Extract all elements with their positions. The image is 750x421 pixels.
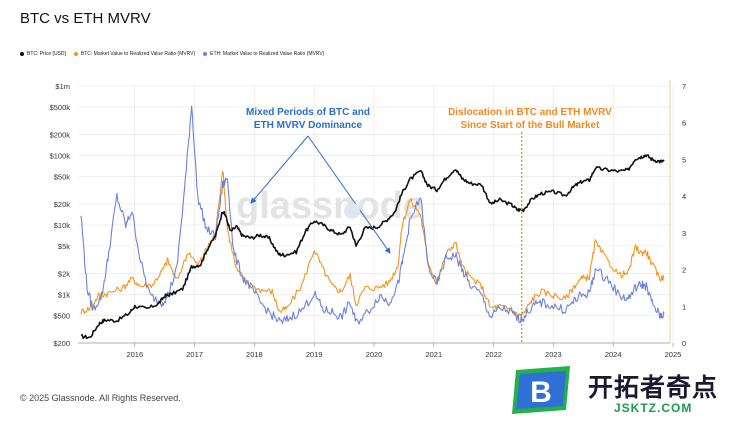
y-left-tick-label: $10k bbox=[54, 221, 71, 230]
y-right-tick-label: 5 bbox=[682, 155, 686, 164]
watermark-badge-icon bbox=[344, 203, 360, 219]
legend-dot-eth-mvrv bbox=[203, 52, 208, 56]
brand-b-icon: B bbox=[512, 366, 570, 414]
legend-item-btc-mvrv: BTC: Market Value to Realized Value Rati… bbox=[73, 51, 196, 57]
x-tick-label: 2017 bbox=[186, 350, 203, 359]
x-tick-label: 2021 bbox=[425, 350, 442, 359]
x-tick-label: 2018 bbox=[246, 350, 263, 359]
legend-label-btc-price: BTC: Price [USD] bbox=[27, 51, 66, 57]
x-tick-label: 2019 bbox=[306, 350, 323, 359]
series-line-btc-mvrv bbox=[80, 171, 665, 318]
chart-title: BTC vs ETH MVRV bbox=[20, 10, 151, 27]
brand-name-cn: 开拓者奇点 bbox=[588, 373, 719, 402]
y-left-tick-label: $200k bbox=[50, 131, 71, 140]
y-left-tick-label: $1m bbox=[55, 82, 70, 91]
glassnode-watermark: glassnode bbox=[236, 185, 424, 227]
x-tick-label: 2020 bbox=[366, 350, 383, 359]
y-left-tick-label: $5k bbox=[58, 242, 70, 251]
legend-item-eth-mvrv: ETH: Market Value to Realized Value Rati… bbox=[203, 51, 324, 57]
y-right-tick-label: 4 bbox=[682, 192, 686, 201]
x-tick-label: 2024 bbox=[605, 350, 622, 359]
annotation-arrow-right bbox=[307, 135, 391, 254]
y-right-tick-label: 0 bbox=[682, 339, 686, 348]
y-right-tick-label: 6 bbox=[682, 119, 686, 128]
axes: $200 $500 $1k $2k $5k $10k $20k $50k $100k $200k $… bbox=[50, 80, 686, 359]
y-left-tick-label: $2k bbox=[58, 270, 70, 279]
series-lines bbox=[80, 105, 665, 340]
y-right-tick-label: 1 bbox=[682, 302, 686, 311]
legend-label-btc-mvrv: BTC: Market Value to Realized Value Rati… bbox=[80, 51, 196, 57]
y-left-tick-label: $1k bbox=[58, 290, 70, 299]
y-left-tick-label: $500 bbox=[53, 311, 70, 320]
annotation-arrow-left bbox=[250, 135, 309, 204]
y-left-tick-label: $200 bbox=[53, 339, 70, 348]
brand-logo-letter: B bbox=[530, 376, 552, 409]
y-right-tick-label: 2 bbox=[682, 266, 686, 275]
annotation-orange-text: Since Start of the Bull Market bbox=[461, 120, 601, 131]
brand-logo: B 开拓者奇点 JSKTZ.COM bbox=[512, 364, 750, 421]
annotation-blue-text: Mixed Periods of BTC and bbox=[246, 107, 370, 118]
legend-item-btc-price: BTC: Price [USD] bbox=[20, 51, 66, 57]
annotations: Mixed Periods of BTC and ETH MVRV Dominan… bbox=[246, 107, 612, 343]
annotation-blue-text: ETH MVRV Dominance bbox=[254, 120, 363, 131]
y-left-tick-label: $50k bbox=[54, 172, 71, 181]
annotation-orange-text: Dislocation in BTC and ETH MVRV bbox=[448, 107, 612, 118]
legend-label-eth-mvrv: ETH: Market Value to Realized Value Rati… bbox=[210, 51, 325, 57]
copyright-text: © 2025 Glassnode. All Rights Reserved. bbox=[20, 393, 181, 403]
legend-dot-btc-price bbox=[20, 52, 24, 56]
legend-dot-btc-mvrv bbox=[73, 52, 78, 56]
y-left-tick-label: $100k bbox=[50, 151, 71, 160]
x-tick-label: 2023 bbox=[545, 350, 562, 359]
x-tick-label: 2016 bbox=[126, 350, 143, 359]
y-left-tick-label: $20k bbox=[54, 200, 71, 209]
series-line-btc-price bbox=[81, 154, 665, 340]
grid-lines bbox=[78, 85, 674, 344]
y-right-tick-label: 7 bbox=[682, 82, 686, 91]
y-left-tick-label: $500k bbox=[50, 103, 71, 112]
x-tick-label: 2025 bbox=[665, 350, 682, 359]
brand-domain: JSKTZ.COM bbox=[614, 401, 693, 415]
series-line-eth-mvrv bbox=[80, 105, 665, 325]
x-tick-label: 2022 bbox=[485, 350, 502, 359]
chart-legend: BTC: Price [USD] BTC: Market Value to Re… bbox=[20, 51, 324, 57]
y-right-tick-label: 3 bbox=[682, 229, 686, 238]
